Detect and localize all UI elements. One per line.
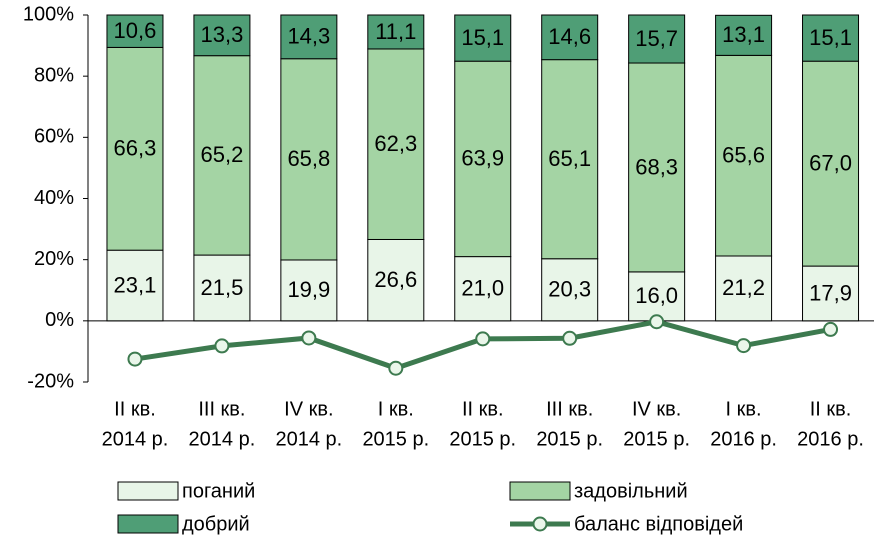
- value-label: 21,5: [201, 275, 244, 300]
- value-label: 10,6: [114, 18, 157, 43]
- value-label: 20,3: [548, 277, 591, 302]
- bar-segment: [541, 59, 599, 260]
- bar-segment: [367, 238, 425, 322]
- bar-segment: [193, 14, 251, 57]
- balance-point: [388, 360, 404, 376]
- value-label: 19,9: [287, 277, 330, 302]
- value-label: 21,2: [722, 275, 765, 300]
- x-tick-label: 2014 р.: [275, 428, 342, 450]
- x-tick-label: 2015 р.: [623, 428, 690, 450]
- bar-segment: [106, 14, 164, 48]
- value-label: 14,6: [548, 24, 591, 49]
- legend-label: баланс відповідей: [574, 513, 743, 535]
- x-tick-label: IV кв.: [632, 398, 681, 420]
- value-label: 17,9: [809, 280, 852, 305]
- bar-segment: [193, 55, 251, 256]
- y-tick-label: 80%: [34, 64, 74, 86]
- y-tick-label: 40%: [34, 187, 74, 209]
- value-label: 21,0: [461, 276, 504, 301]
- bar-segment: [715, 14, 773, 56]
- y-tick-label: 100%: [23, 3, 74, 25]
- value-label: 13,1: [722, 22, 765, 47]
- bar-segment: [715, 54, 773, 257]
- value-label: 65,6: [722, 142, 765, 167]
- bar-segment: [541, 258, 599, 322]
- value-label: 15,7: [635, 26, 678, 51]
- y-tick-label: 60%: [34, 126, 74, 148]
- value-label: 11,1: [375, 19, 416, 44]
- value-label: 15,1: [461, 25, 504, 50]
- bar-segment: [628, 62, 686, 273]
- bar-segment: [280, 14, 338, 60]
- legend-swatch: [117, 481, 179, 501]
- bar-segment: [802, 265, 860, 322]
- value-label: 23,1: [114, 272, 157, 297]
- y-tick-label: 0%: [45, 309, 74, 331]
- bar-segment: [454, 14, 512, 62]
- legend-swatch: [117, 514, 179, 534]
- x-tick-label: 2015 р.: [536, 428, 603, 450]
- x-tick-label: 2014 р.: [189, 428, 256, 450]
- x-tick-label: II кв.: [462, 398, 504, 420]
- value-label: 16,0: [635, 283, 678, 308]
- x-tick-label: I кв.: [726, 398, 762, 420]
- x-tick-label: III кв.: [546, 398, 593, 420]
- x-tick-label: 2014 р.: [102, 428, 169, 450]
- balance-point: [475, 331, 491, 347]
- bar-segment: [280, 58, 338, 261]
- bar-segment: [367, 14, 425, 50]
- legend-label: добрий: [182, 513, 250, 535]
- balance-point: [127, 351, 143, 367]
- value-label: 65,1: [548, 146, 591, 171]
- y-tick-label: 20%: [34, 248, 74, 270]
- value-label: 65,2: [201, 142, 244, 167]
- value-label: 62,3: [374, 131, 417, 156]
- balance-point: [214, 338, 230, 354]
- value-label: 66,3: [114, 136, 157, 161]
- x-tick-label: III кв.: [198, 398, 245, 420]
- balance-point: [736, 338, 752, 354]
- x-tick-label: 2015 р.: [362, 428, 429, 450]
- value-label: 68,3: [635, 154, 678, 179]
- legend-swatch: [509, 481, 571, 501]
- x-tick-label: 2016 р.: [710, 428, 777, 450]
- bar-segment: [541, 14, 599, 61]
- x-tick-label: I кв.: [378, 398, 414, 420]
- bar-segment: [106, 46, 164, 251]
- x-tick-label: II кв.: [810, 398, 852, 420]
- value-label: 65,8: [287, 146, 330, 171]
- balance-point: [562, 330, 578, 346]
- value-label: 67,0: [809, 150, 852, 175]
- value-label: 14,3: [287, 24, 330, 49]
- value-label: 13,3: [201, 22, 244, 47]
- value-label: 63,9: [461, 146, 504, 171]
- value-label: 26,6: [374, 267, 417, 292]
- bar-segment: [106, 249, 164, 322]
- bar-segment: [802, 14, 860, 62]
- x-tick-label: 2015 р.: [449, 428, 516, 450]
- legend-marker: [532, 516, 548, 532]
- y-tick-label: -20%: [27, 370, 74, 392]
- x-tick-label: IV кв.: [284, 398, 333, 420]
- balance-point: [823, 321, 839, 337]
- legend-label: задовільний: [574, 480, 688, 502]
- balance-point: [301, 330, 317, 346]
- bar-segment: [715, 255, 773, 322]
- bar-segment: [454, 60, 512, 258]
- balance-point: [649, 314, 665, 330]
- legend-label: поганий: [182, 480, 255, 502]
- bar-segment: [628, 14, 686, 64]
- x-tick-label: 2016 р.: [797, 428, 864, 450]
- bar-segment: [802, 60, 860, 267]
- x-tick-label: II кв.: [114, 398, 156, 420]
- bar-segment: [628, 271, 686, 322]
- bar-segment: [193, 254, 251, 322]
- value-label: 15,1: [809, 25, 852, 50]
